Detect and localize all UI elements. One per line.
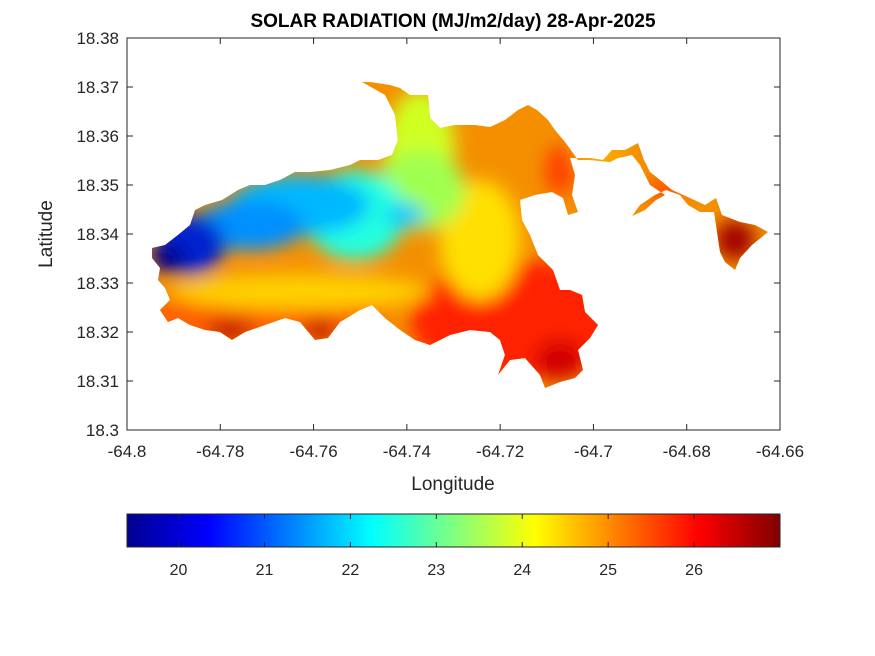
heatmap-surface — [152, 82, 768, 388]
y-axis-label: Latitude — [36, 200, 57, 268]
colorbar-tick-label: 23 — [427, 562, 445, 579]
y-tick-label: 18.37 — [76, 78, 119, 97]
x-tick-label: -64.78 — [196, 442, 244, 461]
colorbar-tick-label: 24 — [513, 562, 531, 579]
y-tick-label: 18.33 — [76, 274, 119, 293]
x-tick-label: -64.74 — [383, 442, 431, 461]
x-tick-label: -64.66 — [756, 442, 804, 461]
chart-title: SOLAR RADIATION (MJ/m2/day) 28-Apr-2025 — [250, 11, 655, 32]
x-tick-label: -64.7 — [574, 442, 613, 461]
x-axis: -64.8 -64.78 -64.76 -64.74 -64.72 -64.7 -64.68… — [108, 38, 804, 461]
x-tick-label: -64.72 — [476, 442, 524, 461]
colorbar-tick-label: 26 — [685, 562, 703, 579]
y-tick-label: 18.35 — [76, 176, 119, 195]
colorbar-tick-label: 22 — [341, 562, 359, 579]
colorbar — [126, 513, 781, 548]
colorbar-tick-label: 25 — [599, 562, 617, 579]
y-tick-label: 18.3 — [86, 421, 119, 440]
colorbar-ticks: 20 21 22 23 24 25 26 — [170, 514, 703, 579]
y-axis: 18.3 18.31 18.32 18.33 18.34 18.35 18.36 18.37 1… — [76, 29, 780, 440]
x-tick-label: -64.68 — [663, 442, 711, 461]
y-tick-label: 18.34 — [76, 225, 119, 244]
y-tick-label: 18.38 — [76, 29, 119, 48]
x-tick-label: -64.8 — [108, 442, 147, 461]
colorbar-tick-label: 21 — [256, 562, 274, 579]
y-tick-label: 18.32 — [76, 323, 119, 342]
x-axis-label: Longitude — [411, 474, 494, 495]
y-tick-label: 18.36 — [76, 127, 119, 146]
x-tick-label: -64.76 — [289, 442, 337, 461]
y-tick-label: 18.31 — [76, 372, 119, 391]
colorbar-tick-label: 20 — [170, 562, 188, 579]
